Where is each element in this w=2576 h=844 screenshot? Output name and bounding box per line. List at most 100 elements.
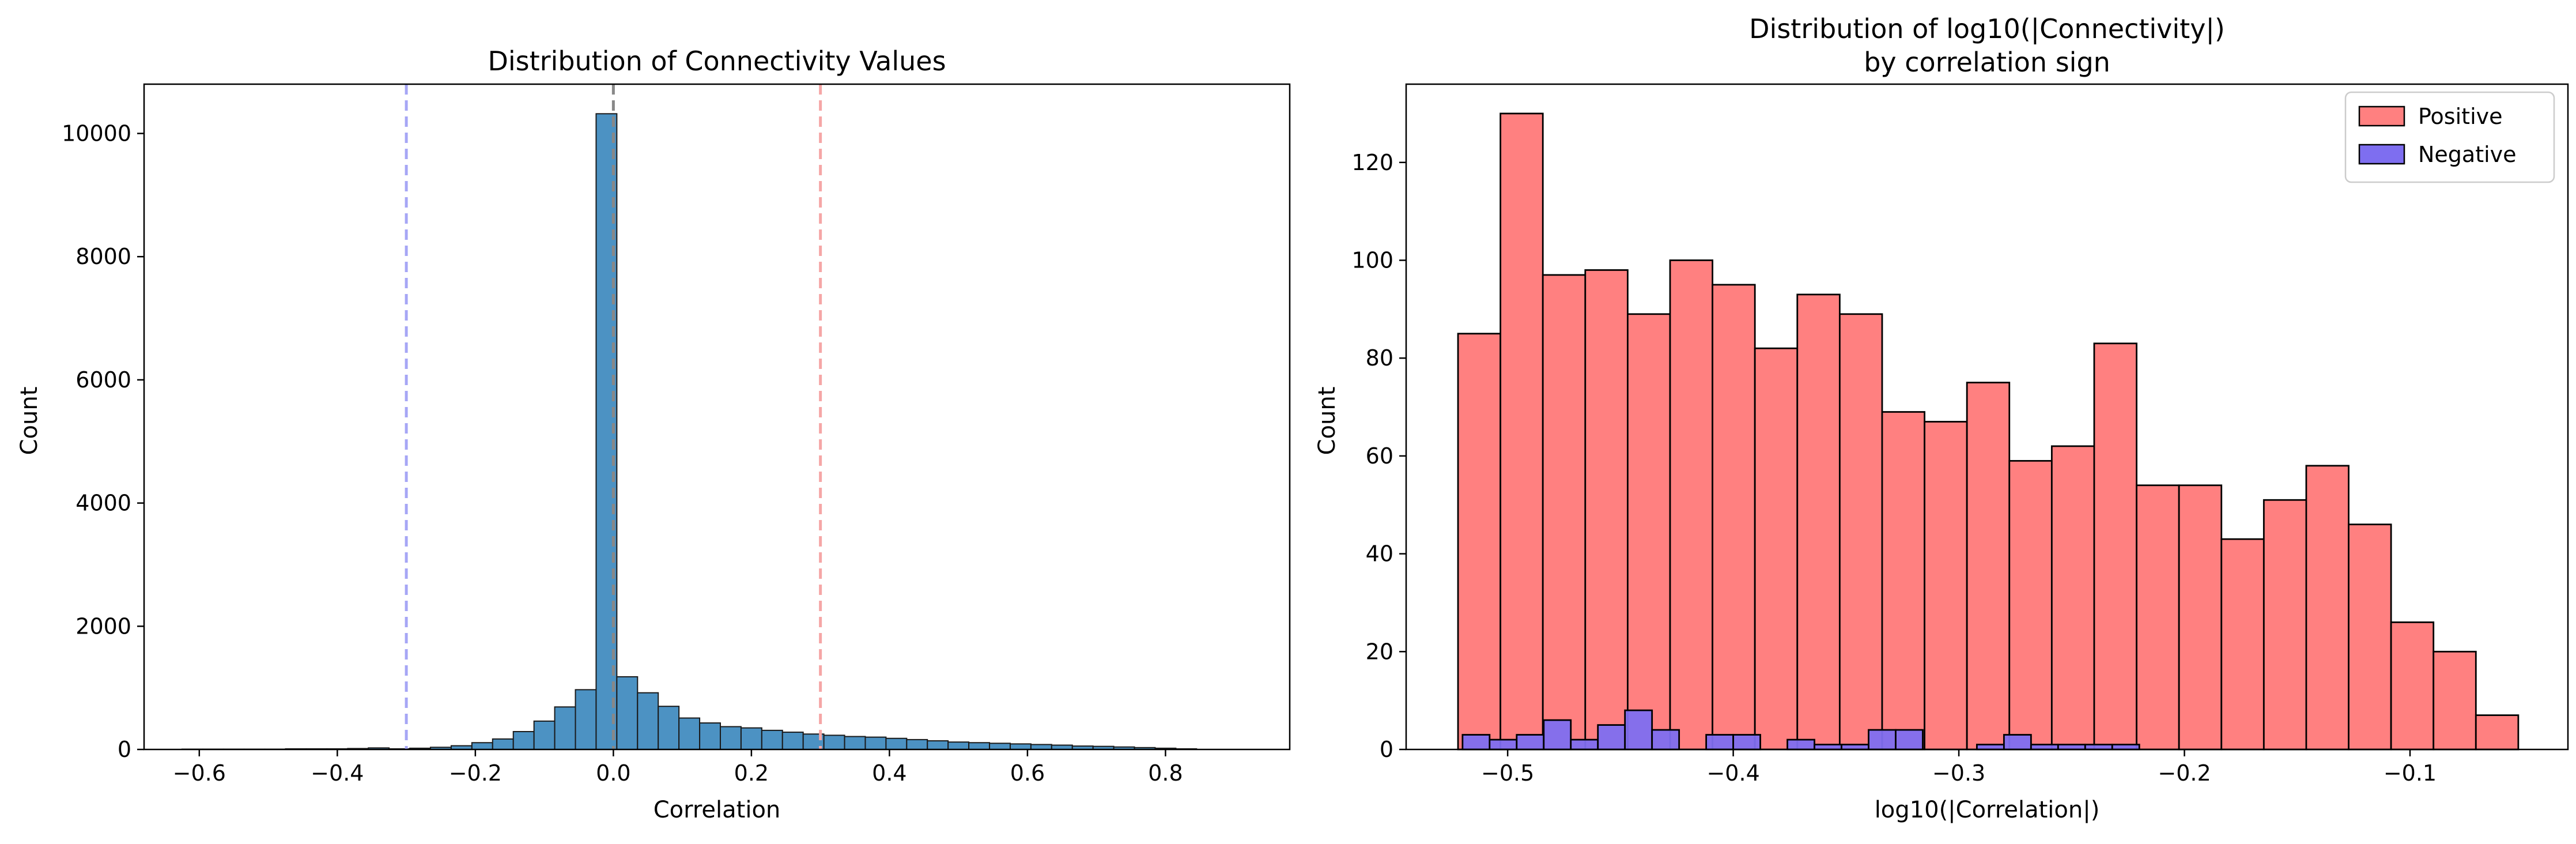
histogram-bar-positive (2178, 484, 2223, 751)
chart1-ylabel: Count (1314, 387, 1340, 455)
histogram-bar (740, 727, 762, 750)
histogram-bar-negative (1597, 724, 1626, 751)
histogram-bar-negative (1868, 729, 1897, 751)
histogram-bar-positive (2348, 523, 2392, 751)
legend: Positive Negative (2344, 91, 2555, 183)
histogram-bar-negative (1516, 734, 1545, 751)
histogram-bar-negative (2084, 744, 2113, 751)
x-tick-label: −0.2 (2158, 760, 2211, 786)
y-tick-label: 120 (1351, 150, 1393, 175)
x-tick-label: −0.3 (1932, 760, 1985, 786)
histogram-bar-positive (1499, 112, 1544, 751)
histogram-bar (989, 743, 1011, 751)
legend-label-negative: Negative (2418, 142, 2517, 167)
y-tick-label: 60 (1366, 443, 1393, 469)
histogram-bar-negative (2057, 744, 2086, 751)
histogram-bar (678, 717, 701, 751)
x-tick-label: 0.0 (596, 760, 630, 786)
y-tick-label: 6000 (75, 367, 131, 393)
y-tick-label: 20 (1366, 639, 1393, 664)
histogram-bar (864, 736, 887, 751)
x-tick-label: −0.2 (449, 760, 502, 786)
y-tick-label: 100 (1351, 247, 1393, 273)
x-tick-label: −0.4 (311, 760, 364, 786)
histogram-bar-positive (2050, 445, 2095, 751)
series-positive (1457, 112, 2520, 751)
histogram-bar-positive (1457, 333, 1502, 751)
histogram-bar (885, 737, 908, 751)
histogram-bar-positive (1542, 274, 1587, 751)
histogram-bar (575, 689, 597, 751)
histogram-bar-negative (1489, 738, 1518, 751)
histogram-bar-positive (1584, 269, 1629, 751)
histogram-bar (699, 722, 721, 751)
x-tick-label: −0.6 (173, 760, 226, 786)
log-connectivity-histogram: Distribution of log10(|Connectivity|) by… (1314, 13, 2569, 823)
y-tick-label: 2000 (75, 613, 131, 639)
histogram-bar-positive (2390, 621, 2435, 751)
y-tick-label: 0 (1380, 737, 1393, 762)
chart0-plot-area: −0.6 −0.4 −0.2 0.0 0.2 0.4 0.6 0.8 0 2000 4000 6000… (62, 83, 1291, 786)
histogram-bar (554, 706, 576, 750)
histogram-bar-positive (1754, 347, 1799, 751)
histogram-bar-positive (1796, 293, 1841, 751)
y-tick-label: 4000 (75, 491, 131, 516)
histogram-bar-negative (2003, 734, 2032, 751)
x-tick-label: −0.1 (2384, 760, 2437, 786)
histogram-bar-positive (2008, 459, 2053, 751)
histogram-bar (719, 726, 742, 751)
histogram-bar (1030, 744, 1052, 751)
histogram-bar (492, 738, 514, 751)
histogram-bar (533, 720, 556, 750)
histogram-bar (927, 740, 949, 751)
histogram-bar-negative (1705, 734, 1735, 751)
histogram-bar (637, 692, 659, 750)
histogram-bar-positive (1712, 284, 1756, 751)
histogram-bar (471, 742, 493, 751)
histogram-bar-positive (1966, 382, 2011, 751)
x-tick-label: 0.8 (1148, 760, 1183, 786)
chart0-xlabel: Correlation (654, 797, 781, 823)
histogram-bar (512, 731, 535, 750)
y-tick-label: 10000 (62, 120, 131, 146)
histogram-bar-negative (2030, 744, 2059, 751)
histogram-bar (844, 736, 866, 751)
histogram-bar (968, 742, 991, 751)
legend-swatch-negative (2358, 144, 2405, 165)
histogram-bar (761, 729, 783, 751)
y-tick-label: 40 (1366, 541, 1393, 567)
histogram-bar-positive (1669, 259, 1713, 751)
histogram-bar (823, 734, 845, 750)
y-tick-label: 0 (118, 737, 131, 762)
y-tick-label: 8000 (75, 244, 131, 269)
axes-frame (143, 83, 1291, 751)
x-tick-label: −0.5 (1481, 760, 1534, 786)
histogram-bar-positive (2433, 650, 2477, 751)
histogram-bar-positive (1924, 421, 1968, 751)
histogram-bar-negative (1624, 709, 1653, 751)
legend-swatch-positive (2358, 106, 2405, 127)
histogram-bar (906, 738, 928, 750)
chart1-xlabel: log10(|Correlation|) (1875, 797, 2100, 823)
chart0-ylabel: Count (16, 387, 43, 455)
histogram-bar-positive (1627, 313, 1671, 751)
histogram-bar-negative (1841, 744, 1869, 751)
x-tick-label: −0.4 (1706, 760, 1759, 786)
chart1-subtitle: by correlation sign (1864, 47, 2110, 78)
histogram-bar (616, 676, 639, 750)
histogram-bar-positive (2475, 714, 2520, 751)
histogram-bar-negative (1732, 734, 1761, 751)
chart1-plot-area: −0.5 −0.4 −0.3 −0.2 −0.1 0 20 40 60 80 100 120 (1351, 83, 2569, 786)
histogram-bar (947, 741, 970, 750)
histogram-bar-negative (1976, 744, 2005, 751)
histogram-bar-negative (1461, 734, 1491, 751)
x-tick-label: 0.6 (1010, 760, 1045, 786)
y-tick-label: 80 (1366, 345, 1393, 371)
chart1-title: Distribution of log10(|Connectivity|) (1749, 13, 2225, 45)
histogram-bar (781, 732, 804, 750)
histogram-bar-negative (1543, 719, 1572, 751)
histogram-bar-negative (2111, 744, 2140, 751)
histogram-bar-positive (1881, 411, 1925, 751)
